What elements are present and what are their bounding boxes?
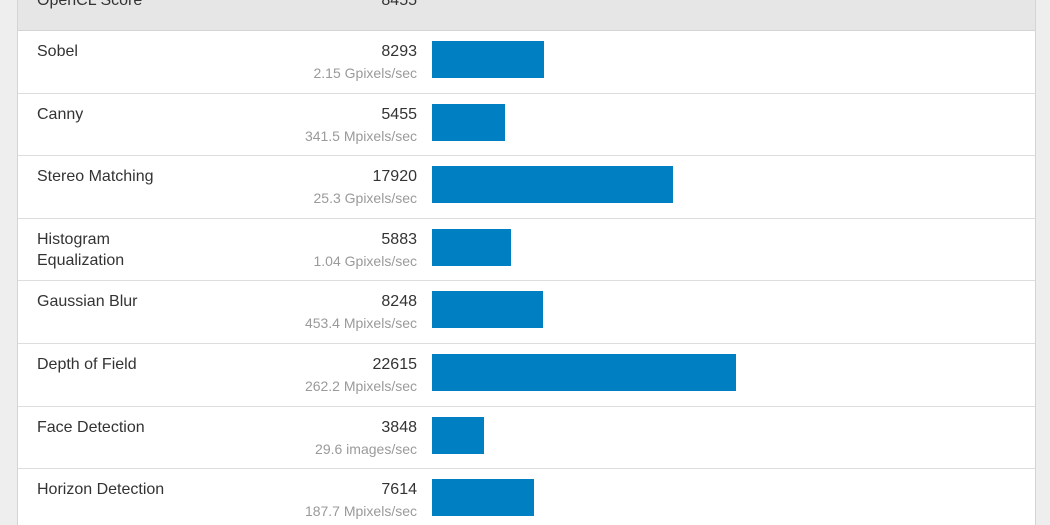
workload-score-bar	[432, 228, 511, 266]
workload-score: 8248	[381, 293, 417, 311]
workload-row: Gaussian Blur 8248 453.4 Mpixels/sec	[18, 281, 1035, 344]
workload-name: Histogram Equalization	[37, 230, 125, 269]
workload-rate: 1.04 Gpixels/sec	[313, 252, 418, 269]
workload-rate: 29.6 images/sec	[315, 440, 417, 457]
workload-score-bar	[432, 353, 736, 391]
overall-score-row: OpenCL Score 8455	[18, 0, 1035, 31]
workload-score: 17920	[372, 168, 418, 186]
workload-rate: 341.5 Mpixels/sec	[304, 127, 417, 144]
workload-name: Depth of Field	[37, 355, 137, 373]
workload-score-bar	[432, 479, 534, 517]
workload-rate: 453.4 Mpixels/sec	[304, 315, 417, 332]
workload-name: Sobel	[37, 43, 78, 60]
workload-score: 22615	[372, 355, 418, 373]
workload-row: Histogram Equalization 5883 1.04 Gpixels/s…	[18, 219, 1035, 282]
workload-row: Stereo Matching 17920 25.3 Gpixels/sec	[18, 156, 1035, 219]
workload-score-bar	[432, 41, 544, 78]
workload-score: 3848	[381, 418, 417, 436]
workload-score: 8293	[381, 43, 417, 60]
workload-rate: 262.2 Mpixels/sec	[304, 377, 417, 394]
overall-score-label: OpenCL Score	[37, 0, 143, 9]
workload-rows: Sobel 8293 2.15 Gpixels/sec Canny 5455 341.5 …	[18, 31, 1035, 525]
workload-name: Gaussian Blur	[37, 293, 138, 311]
workload-score-bar	[432, 291, 543, 329]
workload-score-bar	[432, 416, 484, 454]
workload-row: Sobel 8293 2.15 Gpixels/sec	[18, 31, 1035, 94]
workload-score: 5883	[381, 230, 417, 248]
workload-row: Horizon Detection 7614 187.7 Mpixels/sec	[18, 469, 1035, 525]
workload-rate: 187.7 Mpixels/sec	[304, 503, 417, 520]
workload-name: Face Detection	[37, 418, 145, 436]
workload-row: Depth of Field 22615 262.2 Mpixels/sec	[18, 344, 1035, 407]
workload-score-bar	[432, 103, 505, 141]
workload-score: 5455	[381, 105, 417, 123]
workload-score: 7614	[381, 481, 417, 499]
workload-score-bar	[432, 166, 673, 204]
workload-row: Face Detection 3848 29.6 images/sec	[18, 407, 1035, 470]
workload-row: Canny 5455 341.5 Mpixels/sec	[18, 94, 1035, 157]
workload-name: Stereo Matching	[37, 168, 154, 186]
overall-score-value: 8455	[381, 0, 417, 9]
workload-name: Canny	[37, 105, 84, 123]
workload-rate: 25.3 Gpixels/sec	[313, 190, 418, 207]
workload-rate: 2.15 Gpixels/sec	[313, 65, 418, 81]
workload-name: Horizon Detection	[37, 481, 165, 499]
benchmark-results-table: OpenCL Score 8455 Sobel 8293 2.15 Gpixels/…	[17, 0, 1036, 525]
